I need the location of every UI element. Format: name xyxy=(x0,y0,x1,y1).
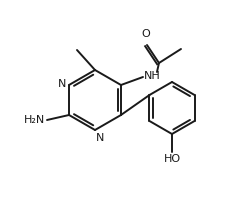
Text: O: O xyxy=(142,29,150,39)
Text: H₂N: H₂N xyxy=(24,115,45,125)
Text: HO: HO xyxy=(164,154,181,164)
Text: NH: NH xyxy=(144,71,161,81)
Text: N: N xyxy=(96,133,104,143)
Text: N: N xyxy=(58,79,66,89)
